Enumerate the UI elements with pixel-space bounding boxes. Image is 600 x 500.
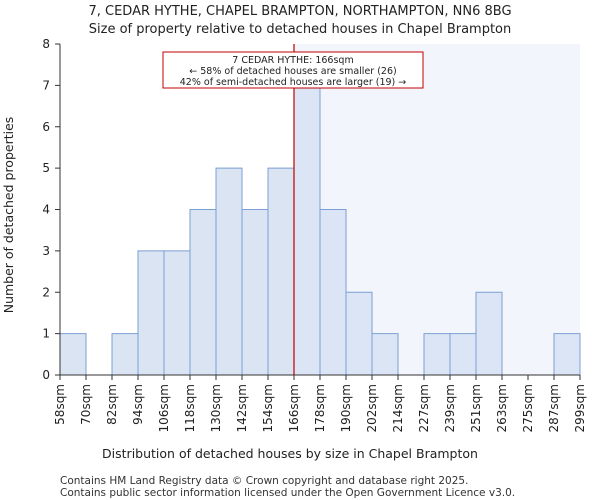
y-tick-label: 3 xyxy=(42,244,50,258)
y-tick-label: 1 xyxy=(42,327,50,341)
histogram-bar xyxy=(59,333,87,376)
x-tick-label: 287sqm xyxy=(547,384,561,432)
y-axis-label: Number of detached properties xyxy=(1,117,16,314)
x-tick-label: 154sqm xyxy=(261,384,275,432)
histogram-bar xyxy=(215,167,243,376)
y-tick-label: 6 xyxy=(42,120,50,134)
histogram-bar xyxy=(111,333,139,376)
annotation-smaller-text: ← 58% of detached houses are smaller (26… xyxy=(189,66,396,77)
histogram-bar xyxy=(241,209,269,376)
x-tick-label: 166sqm xyxy=(287,384,301,432)
x-tick-label: 106sqm xyxy=(157,384,171,432)
x-tick-label: 263sqm xyxy=(495,384,509,432)
x-tick-label: 299sqm xyxy=(573,384,587,432)
x-tick-label: 190sqm xyxy=(339,384,353,432)
chart-title-line-2: Size of property relative to detached ho… xyxy=(89,22,512,37)
histogram-bar xyxy=(319,209,347,376)
x-tick-label: 214sqm xyxy=(391,384,405,432)
histogram-bar xyxy=(449,333,477,376)
y-tick-label: 8 xyxy=(42,37,50,51)
x-axis-label: Distribution of detached houses by size … xyxy=(102,446,478,461)
annotation-larger-text: 42% of semi-detached houses are larger (… xyxy=(180,77,407,88)
x-tick-label: 94sqm xyxy=(131,384,145,425)
x-tick-label: 142sqm xyxy=(235,384,249,432)
histogram-bar xyxy=(475,291,503,376)
x-tick-label: 227sqm xyxy=(417,384,431,432)
x-tick-label: 58sqm xyxy=(53,384,67,425)
histogram-bar xyxy=(423,333,451,376)
x-tick-label: 178sqm xyxy=(313,384,327,432)
x-tick-label: 202sqm xyxy=(365,384,379,432)
chart-title-line-1: 7, CEDAR HYTHE, CHAPEL BRAMPTON, NORTHAM… xyxy=(88,4,511,19)
x-tick-label: 130sqm xyxy=(209,384,223,432)
histogram-bar xyxy=(345,291,373,376)
x-tick-label: 239sqm xyxy=(443,384,457,432)
x-tick-label: 118sqm xyxy=(183,384,197,432)
y-tick-label: 4 xyxy=(42,203,50,217)
histogram-bar xyxy=(553,333,581,376)
histogram-bar xyxy=(371,333,399,376)
histogram-bar xyxy=(163,250,191,376)
footer-line-2: Contains public sector information licen… xyxy=(60,487,515,499)
histogram-bar xyxy=(267,167,295,376)
x-tick-label: 70sqm xyxy=(79,384,93,425)
bars-group xyxy=(59,84,581,376)
x-tick-label: 275sqm xyxy=(521,384,535,432)
x-tick-label: 251sqm xyxy=(469,384,483,432)
footer-line-1: Contains HM Land Registry data © Crown c… xyxy=(60,475,468,487)
y-tick-label: 7 xyxy=(42,78,50,92)
annotation-box xyxy=(162,51,424,89)
histogram-bar xyxy=(137,250,165,376)
annotation-label: 7 CEDAR HYTHE: 166sqm xyxy=(232,55,353,66)
histogram-bar xyxy=(189,209,217,376)
y-ticks-group: 0 1 2 3 4 5 6 7 8 xyxy=(42,37,60,382)
x-ticks-group: 58sqm 70sqm 82sqm 94sqm 106sqm 118sqm 130sqm 14… xyxy=(53,375,587,432)
y-tick-label: 0 xyxy=(42,368,50,382)
histogram-bar xyxy=(293,84,321,376)
y-tick-label: 5 xyxy=(42,161,50,175)
x-tick-label: 82sqm xyxy=(105,384,119,425)
y-tick-label: 2 xyxy=(42,285,50,299)
